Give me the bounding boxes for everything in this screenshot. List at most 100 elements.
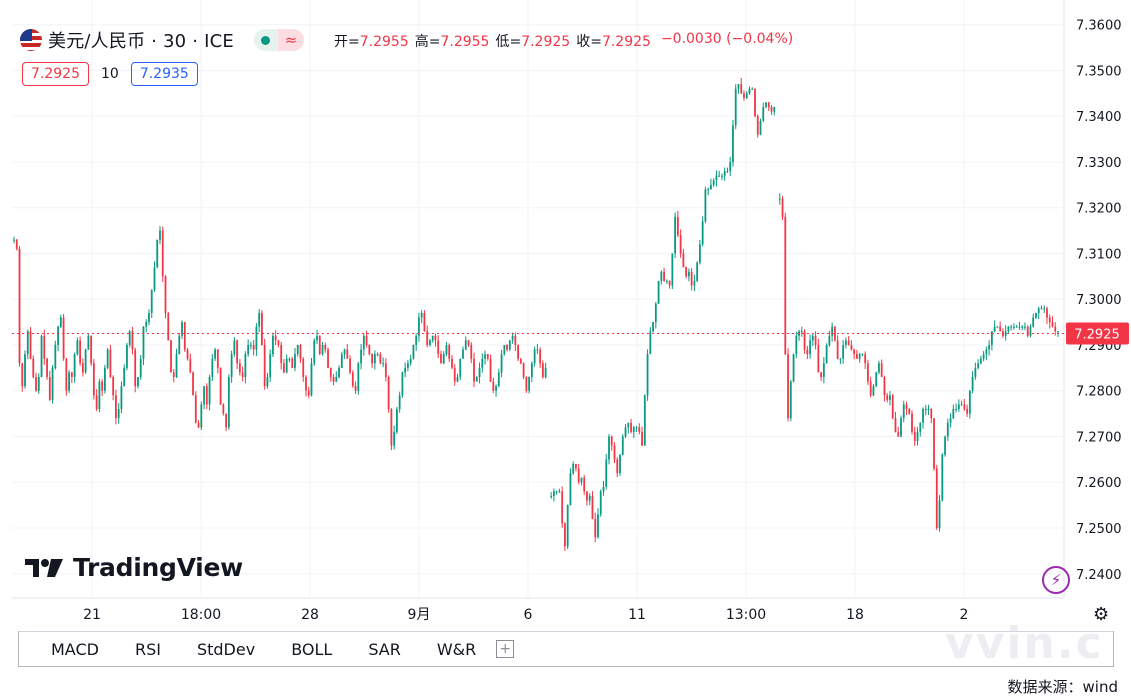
y-tick-label: 7.2500 [1076,522,1122,537]
tradingview-logo[interactable]: TradingView [25,553,243,582]
candle-body [101,381,104,391]
candle-body [583,477,586,492]
tab-boll[interactable]: BOLL [291,639,333,659]
candle-body [833,326,836,341]
candle-body [889,395,891,400]
candle-body [566,505,569,547]
candle-body [183,322,186,350]
candle-body [272,335,274,355]
symbol-title[interactable]: 美元/人民币 · 30 · ICE [48,31,234,52]
candle-body [495,386,497,391]
tab-macd[interactable]: MACD [51,639,99,659]
time-axis[interactable]: 21 18:00 28 9月 6 11 13:00 18 2 [83,607,968,623]
candle-body [371,354,374,364]
candle-body [957,404,960,410]
y-tick-label: 7.3400 [1076,110,1122,125]
candle-body [941,454,944,501]
candle-body [1013,326,1015,328]
candle-body [638,427,641,432]
candle-body [230,354,233,378]
candle-body [442,354,445,364]
ohlc-low: 低=7.2925 [495,34,571,50]
buy-price-button[interactable]: 7.2935 [130,62,198,86]
candle-body [828,335,831,345]
candle-body [382,363,385,365]
candle-body [296,344,299,355]
candle-body [123,367,126,387]
candle-body [302,358,305,378]
candle-body [266,377,269,387]
candle-body [685,267,688,277]
candle-body [707,189,710,191]
candle-body [704,189,707,222]
candle-body [35,377,37,391]
tab-rsi[interactable]: RSI [134,639,161,659]
candle-body [781,198,784,217]
ohlc-close: 收=7.2925 [576,34,651,50]
candle-body [26,331,29,355]
x-tick-label: 2 [960,607,969,623]
x-tick-label: 11 [628,607,646,623]
y-tick-label: 7.3300 [1076,156,1122,171]
candle-body [263,344,266,387]
price-axis[interactable]: 7.3600 7.3500 7.3400 7.3300 7.3200 7.3100 7.30… [1076,19,1122,583]
candle-body [379,354,382,364]
candle-body [420,312,423,318]
candle-body [24,354,26,387]
lightning-icon[interactable]: ⚡ [1042,566,1070,594]
candle-body [153,267,156,291]
candle-body [569,473,572,506]
candle-body [883,377,886,396]
candle-body [856,354,858,359]
candle-body [277,340,280,345]
spread-value: 10 [101,66,119,82]
candle-body [1046,308,1048,318]
candle-body [1007,326,1010,332]
candle-body [346,349,349,359]
candle-body [464,340,467,350]
candle-body [307,390,310,396]
candle-body [968,390,971,414]
candle-body [178,335,181,355]
candle-body [128,331,131,345]
candle-body [429,340,431,345]
candle-body [665,280,668,282]
candle-body [43,335,46,359]
candle-body [313,340,316,364]
candle-body [29,331,32,359]
candle-body [756,116,759,135]
candle-body [506,344,508,350]
tab-wr[interactable]: W&R [436,639,477,659]
x-tick-label: 18 [846,607,864,623]
candle-body [434,335,437,341]
x-tick-label: 6 [524,607,533,623]
candle-body [423,312,426,332]
candle-body [492,381,495,391]
candle-body [977,363,980,368]
usd-cny-flag-icon [20,29,42,51]
candle-body [404,367,407,373]
candle-body [952,409,955,419]
candle-body [985,349,988,355]
candle-body [437,340,440,355]
tab-stddev[interactable]: StdDev [196,639,256,659]
candle-body [853,349,856,355]
tab-sar[interactable]: SAR [368,639,401,659]
candle-body [321,344,324,355]
candle-body [500,354,503,373]
candle-body [988,344,991,350]
candle-body [847,340,850,345]
sell-price-button[interactable]: 7.2925 [22,62,89,86]
candle-body [875,372,878,387]
candle-body [216,349,219,368]
settings-gear-icon[interactable]: ⚙ [1093,604,1110,625]
candle-body [621,436,624,455]
candle-body [233,340,236,355]
candle-body [519,358,522,364]
add-indicator-icon[interactable]: + [496,640,515,658]
market-status-pill[interactable]: ≈ [253,29,304,51]
candle-body [698,244,701,263]
candle-body [478,367,481,378]
candle-body [831,326,834,336]
